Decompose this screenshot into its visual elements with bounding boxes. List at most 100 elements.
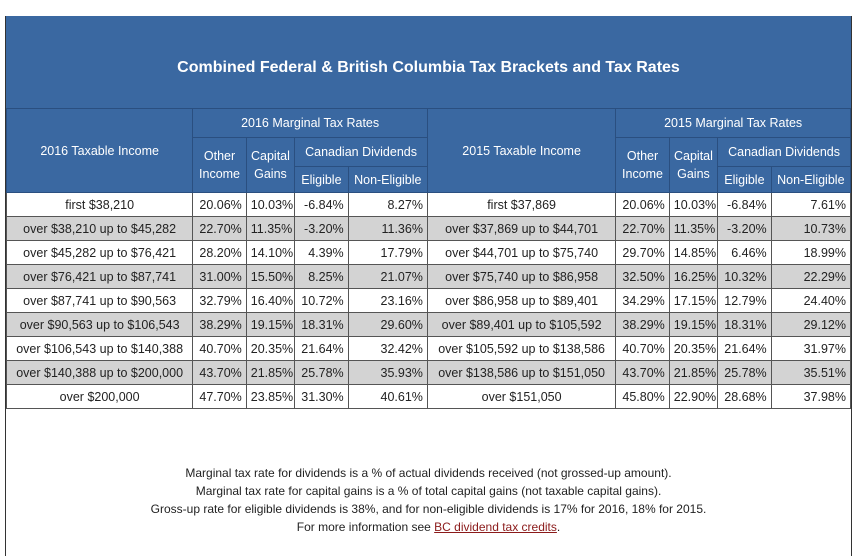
capital-gains-2015-cell: 19.15% xyxy=(668,312,719,337)
non-eligible-2015-cell: 35.51% xyxy=(770,360,852,385)
other-income-2016-cell: 20.06% xyxy=(192,192,247,217)
non-eligible-2015-cell: 7.61% xyxy=(770,192,852,217)
income-2015-cell: over $86,958 up to $89,401 xyxy=(426,288,617,313)
capital-gains-2015-cell: 10.03% xyxy=(668,192,719,217)
header-canadian-dividends-2016: Canadian Dividends xyxy=(294,137,428,167)
table-row: over $200,000 47.70% 23.85% 31.30% 40.61… xyxy=(5,384,852,409)
eligible-2015-cell: 18.31% xyxy=(717,312,772,337)
eligible-2015-cell: 21.64% xyxy=(717,336,772,361)
eligible-2016-cell: -3.20% xyxy=(294,216,349,241)
income-2016-cell: over $45,282 up to $76,421 xyxy=(5,240,194,265)
non-eligible-2015-cell: 31.97% xyxy=(770,336,852,361)
income-2016-cell: over $38,210 up to $45,282 xyxy=(5,216,194,241)
table-row: first $38,210 20.06% 10.03% -6.84% 8.27%… xyxy=(5,192,852,217)
non-eligible-2016-cell: 40.61% xyxy=(347,384,428,409)
header-eligible-2016: Eligible xyxy=(294,166,349,193)
income-2015-cell: over $151,050 xyxy=(426,384,617,409)
other-income-2016-cell: 38.29% xyxy=(192,312,247,337)
header-capital-gains-2015: Capital Gains xyxy=(668,137,719,193)
title-bar: Combined Federal & British Columbia Tax … xyxy=(6,16,851,109)
capital-gains-2016-cell: 10.03% xyxy=(245,192,296,217)
non-eligible-2016-cell: 32.42% xyxy=(347,336,428,361)
header-2016-income: 2016 Taxable Income xyxy=(5,108,194,193)
non-eligible-2015-cell: 18.99% xyxy=(770,240,852,265)
capital-gains-2016-cell: 23.85% xyxy=(245,384,296,409)
non-eligible-2015-cell: 24.40% xyxy=(770,288,852,313)
non-eligible-2015-cell: 37.98% xyxy=(770,384,852,409)
capital-gains-2016-cell: 20.35% xyxy=(245,336,296,361)
non-eligible-2016-cell: 29.60% xyxy=(347,312,428,337)
header-2015-rates: 2015 Marginal Tax Rates xyxy=(615,108,851,138)
income-2016-cell: over $106,543 up to $140,388 xyxy=(5,336,194,361)
other-income-2015-cell: 22.70% xyxy=(615,216,670,241)
income-2016-cell: over $90,563 up to $106,543 xyxy=(5,312,194,337)
header-2016-rates: 2016 Marginal Tax Rates xyxy=(192,108,428,138)
income-2015-cell: over $89,401 up to $105,592 xyxy=(426,312,617,337)
eligible-2016-cell: -6.84% xyxy=(294,192,349,217)
income-2015-cell: over $138,586 up to $151,050 xyxy=(426,360,617,385)
table-row: over $140,388 up to $200,000 43.70% 21.8… xyxy=(5,360,852,385)
eligible-2016-cell: 4.39% xyxy=(294,240,349,265)
eligible-2016-cell: 8.25% xyxy=(294,264,349,289)
income-2015-cell: first $37,869 xyxy=(426,192,617,217)
non-eligible-2016-cell: 11.36% xyxy=(347,216,428,241)
note-gross-up: Gross-up rate for eligible dividends is … xyxy=(150,502,707,516)
other-income-2015-cell: 20.06% xyxy=(615,192,670,217)
non-eligible-2015-cell: 10.73% xyxy=(770,216,852,241)
eligible-2015-cell: 6.46% xyxy=(717,240,772,265)
tax-rates-table: 2016 Taxable Income 2016 Marginal Tax Ra… xyxy=(5,108,852,409)
non-eligible-2015-cell: 22.29% xyxy=(770,264,852,289)
capital-gains-2015-cell: 21.85% xyxy=(668,360,719,385)
bc-dividend-tax-credits-link[interactable]: BC dividend tax credits xyxy=(434,520,557,534)
header-other-income-2016: Other Income xyxy=(192,137,247,193)
capital-gains-2016-cell: 19.15% xyxy=(245,312,296,337)
eligible-2016-cell: 18.31% xyxy=(294,312,349,337)
capital-gains-2016-cell: 14.10% xyxy=(245,240,296,265)
header-2015-income: 2015 Taxable Income xyxy=(426,108,617,193)
other-income-2016-cell: 40.70% xyxy=(192,336,247,361)
other-income-2016-cell: 28.20% xyxy=(192,240,247,265)
other-income-2016-cell: 47.70% xyxy=(192,384,247,409)
income-2015-cell: over $37,869 up to $44,701 xyxy=(426,216,617,241)
eligible-2016-cell: 10.72% xyxy=(294,288,349,313)
eligible-2016-cell: 31.30% xyxy=(294,384,349,409)
capital-gains-2015-cell: 11.35% xyxy=(668,216,719,241)
footnotes: Marginal tax rate for dividends is a % o… xyxy=(6,464,851,536)
page-title: Combined Federal & British Columbia Tax … xyxy=(177,59,680,76)
income-2016-cell: first $38,210 xyxy=(5,192,194,217)
income-2016-cell: over $87,741 up to $90,563 xyxy=(5,288,194,313)
table-row: over $87,741 up to $90,563 32.79% 16.40%… xyxy=(5,288,852,313)
other-income-2016-cell: 31.00% xyxy=(192,264,247,289)
tax-table-panel: Combined Federal & British Columbia Tax … xyxy=(5,16,852,556)
capital-gains-2016-cell: 16.40% xyxy=(245,288,296,313)
capital-gains-2015-cell: 14.85% xyxy=(668,240,719,265)
income-2015-cell: over $105,592 up to $138,586 xyxy=(426,336,617,361)
header-canadian-dividends-2015: Canadian Dividends xyxy=(717,137,851,167)
eligible-2016-cell: 21.64% xyxy=(294,336,349,361)
header-capital-gains-2016: Capital Gains xyxy=(245,137,296,193)
income-2015-cell: over $44,701 up to $75,740 xyxy=(426,240,617,265)
eligible-2016-cell: 25.78% xyxy=(294,360,349,385)
table-row: over $106,543 up to $140,388 40.70% 20.3… xyxy=(5,336,852,361)
header-non-eligible-2016: Non-Eligible xyxy=(347,166,428,193)
note-dividends: Marginal tax rate for dividends is a % o… xyxy=(185,466,672,480)
header-other-income-2015: Other Income xyxy=(615,137,670,193)
table-row: over $45,282 up to $76,421 28.20% 14.10%… xyxy=(5,240,852,265)
capital-gains-2015-cell: 16.25% xyxy=(668,264,719,289)
other-income-2015-cell: 40.70% xyxy=(615,336,670,361)
eligible-2015-cell: -6.84% xyxy=(717,192,772,217)
other-income-2015-cell: 32.50% xyxy=(615,264,670,289)
note-capital-gains: Marginal tax rate for capital gains is a… xyxy=(195,484,662,498)
non-eligible-2016-cell: 35.93% xyxy=(347,360,428,385)
income-2015-cell: over $75,740 up to $86,958 xyxy=(426,264,617,289)
non-eligible-2016-cell: 21.07% xyxy=(347,264,428,289)
other-income-2015-cell: 34.29% xyxy=(615,288,670,313)
other-income-2015-cell: 38.29% xyxy=(615,312,670,337)
non-eligible-2016-cell: 17.79% xyxy=(347,240,428,265)
table-row: over $38,210 up to $45,282 22.70% 11.35%… xyxy=(5,216,852,241)
table-row: over $76,421 up to $87,741 31.00% 15.50%… xyxy=(5,264,852,289)
eligible-2015-cell: 28.68% xyxy=(717,384,772,409)
other-income-2016-cell: 32.79% xyxy=(192,288,247,313)
other-income-2015-cell: 29.70% xyxy=(615,240,670,265)
capital-gains-2015-cell: 20.35% xyxy=(668,336,719,361)
